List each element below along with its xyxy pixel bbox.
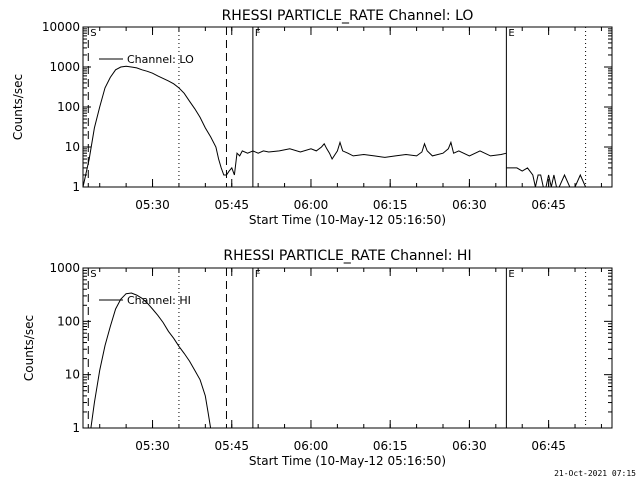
event-marker-label: E (508, 28, 514, 39)
event-marker-label: F (255, 28, 261, 39)
series-line (506, 167, 587, 188)
y-tick-label: 100 (57, 314, 80, 328)
x-tick-label: 06:30 (452, 439, 487, 453)
y-tick-label: 1000 (49, 261, 80, 275)
y-axis-label: Counts/sec (22, 315, 36, 381)
series-line (252, 140, 507, 161)
x-tick-label: 06:15 (373, 198, 408, 212)
x-tick-label: 05:30 (135, 439, 170, 453)
plot-frame (82, 267, 613, 429)
x-tick-label: 05:45 (214, 198, 249, 212)
plot-frame (82, 26, 613, 188)
x-axis-label: Start Time (10-May-12 05:16:50) (249, 454, 446, 468)
event-marker-label: E (508, 269, 514, 280)
x-tick-label: 06:45 (531, 198, 566, 212)
x-tick-label: 06:00 (294, 198, 329, 212)
chart-title: RHESSI PARTICLE_RATE Channel: HI (223, 248, 471, 264)
x-tick-label: 06:30 (452, 198, 487, 212)
legend-label: Channel: LO (127, 53, 194, 66)
x-tick-label: 06:15 (373, 439, 408, 453)
y-axis-label: Counts/sec (11, 74, 25, 140)
x-tick-label: 06:45 (531, 439, 566, 453)
event-marker-label: F (255, 269, 261, 280)
y-tick-label: 10 (65, 368, 80, 382)
series-line (82, 65, 254, 188)
chart-title: RHESSI PARTICLE_RATE Channel: LO (222, 8, 474, 24)
event-marker-label: S (90, 28, 96, 39)
y-tick-label: 1 (72, 421, 80, 435)
event-marker-label: S (90, 269, 96, 280)
y-tick-label: 1 (72, 180, 80, 194)
timestamp-stamp: 21-Oct-2021 07:15 (554, 469, 636, 478)
y-tick-label: 10 (65, 140, 80, 154)
x-tick-label: 05:45 (214, 439, 249, 453)
series-line (90, 292, 212, 429)
x-tick-label: 05:30 (135, 198, 170, 212)
x-tick-label: 06:00 (294, 439, 329, 453)
y-tick-label: 100 (57, 100, 80, 114)
x-axis-label: Start Time (10-May-12 05:16:50) (249, 213, 446, 227)
y-tick-label: 1000 (49, 60, 80, 74)
y-tick-label: 10000 (42, 20, 80, 34)
legend-label: Channel: HI (127, 294, 191, 307)
